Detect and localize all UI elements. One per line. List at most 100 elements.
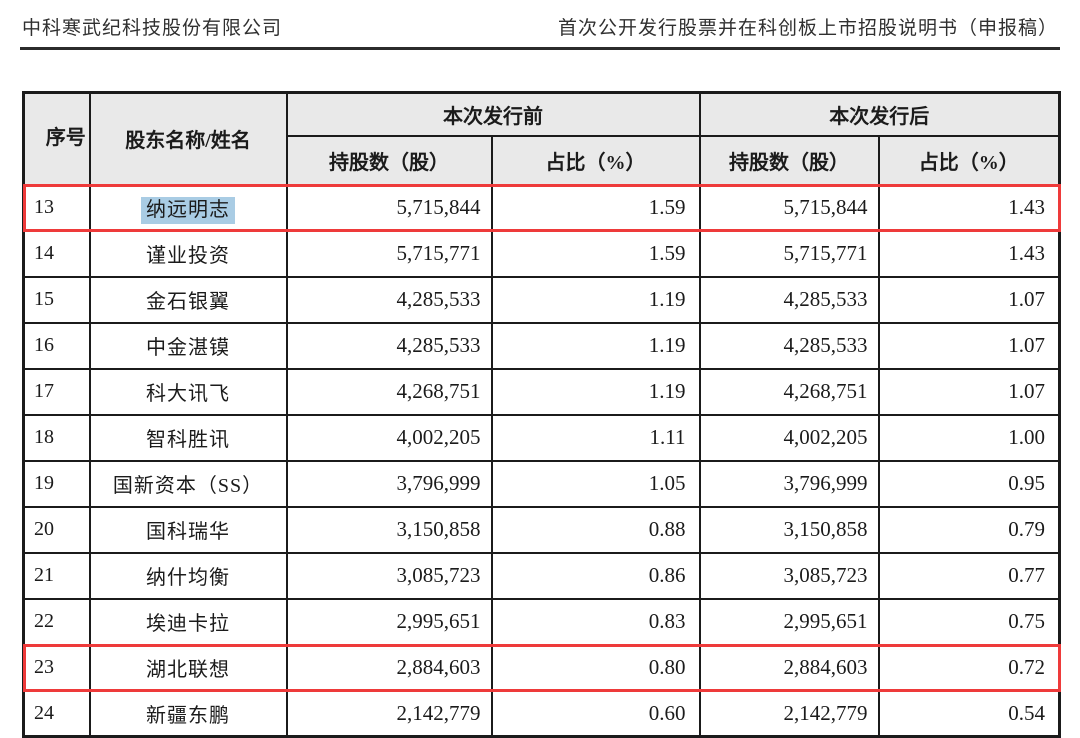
- table-row: 22 埃迪卡拉 2,995,651 0.83 2,995,651 0.75: [22, 597, 1061, 646]
- table-row: 14 谨业投资 5,715,771 1.59 5,715,771 1.43: [22, 229, 1061, 278]
- table-row: 23 湖北联想 2,884,603 0.80 2,884,603 0.72: [22, 643, 1061, 692]
- cell-index: 24: [22, 689, 91, 738]
- cell-after-ratio: 0.54: [877, 689, 1061, 738]
- cell-index: 21: [22, 551, 91, 600]
- cell-shareholder-name: 科大讯飞: [88, 367, 288, 416]
- cell-before-shares: 4,285,533: [285, 321, 493, 370]
- cell-shareholder-name: 谨业投资: [88, 229, 288, 278]
- cell-before-shares: 4,285,533: [285, 275, 493, 324]
- cell-after-shares: 3,085,723: [698, 551, 880, 600]
- cell-after-shares: 5,715,844: [698, 183, 880, 232]
- header-index-label: 序号: [45, 127, 86, 150]
- cell-before-ratio: 0.83: [490, 597, 701, 646]
- header-after-ratio: 占比（%）: [877, 134, 1061, 186]
- cell-after-ratio: 0.75: [877, 597, 1061, 646]
- cell-after-ratio: 1.07: [877, 367, 1061, 416]
- header-before-shares: 持股数（股）: [285, 134, 493, 186]
- header-after-shares: 持股数（股）: [698, 134, 880, 186]
- cell-shareholder-name: 埃迪卡拉: [88, 597, 288, 646]
- shareholder-table: 序号 股东名称/姓名 本次发行前 本次发行后 持股数（股） 占比（%） 持股数（…: [22, 91, 1061, 738]
- cell-shareholder-name: 金石银翼: [88, 275, 288, 324]
- cell-shareholder-name: 智科胜讯: [88, 413, 288, 462]
- document-title: 首次公开发行股票并在科创板上市招股说明书（申报稿）: [557, 18, 1058, 39]
- cell-before-shares: 2,884,603: [285, 643, 493, 692]
- cell-index: 13: [22, 183, 91, 232]
- header-group-row: 序号 股东名称/姓名 本次发行前 本次发行后: [22, 91, 1061, 186]
- cell-after-shares: 4,285,533: [698, 275, 880, 324]
- cell-index: 16: [22, 321, 91, 370]
- cell-before-shares: 3,150,858: [285, 505, 493, 554]
- cell-before-ratio: 1.11: [490, 413, 701, 462]
- company-name: 中科寒武纪科技股份有限公司: [22, 18, 283, 39]
- cell-index: 15: [22, 275, 91, 324]
- cell-before-ratio: 0.88: [490, 505, 701, 554]
- cell-before-ratio: 0.80: [490, 643, 701, 692]
- table-row: 17 科大讯飞 4,268,751 1.19 4,268,751 1.07: [22, 367, 1061, 416]
- table-row: 20 国科瑞华 3,150,858 0.88 3,150,858 0.79: [22, 505, 1061, 554]
- cell-after-ratio: 0.79: [877, 505, 1061, 554]
- cell-after-ratio: 0.77: [877, 551, 1061, 600]
- cell-after-ratio: 1.07: [877, 321, 1061, 370]
- cell-before-shares: 4,002,205: [285, 413, 493, 462]
- cell-after-ratio: 1.00: [877, 413, 1061, 462]
- document-header: 中科寒武纪科技股份有限公司 首次公开发行股票并在科创板上市招股说明书（申报稿）: [0, 0, 1080, 40]
- cell-shareholder-name: 纳远明志: [88, 183, 288, 232]
- cell-before-ratio: 1.19: [490, 367, 701, 416]
- cell-after-shares: 3,150,858: [698, 505, 880, 554]
- cell-after-shares: 4,285,533: [698, 321, 880, 370]
- cell-index: 17: [22, 367, 91, 416]
- header-sub-row: 持股数（股） 占比（%） 持股数（股） 占比（%）: [24, 134, 1061, 186]
- cell-before-ratio: 1.19: [490, 275, 701, 324]
- selected-text: 纳远明志: [141, 197, 235, 224]
- cell-before-ratio: 0.60: [490, 689, 701, 738]
- header-before-ratio: 占比（%）: [490, 134, 701, 186]
- cell-shareholder-name: 国新资本（SS）: [88, 459, 288, 508]
- cell-before-shares: 5,715,771: [285, 229, 493, 278]
- cell-before-ratio: 1.59: [490, 183, 701, 232]
- cell-before-shares: 2,995,651: [285, 597, 493, 646]
- cell-before-shares: 3,085,723: [285, 551, 493, 600]
- cell-before-shares: 3,796,999: [285, 459, 493, 508]
- cell-before-shares: 4,268,751: [285, 367, 493, 416]
- header-before-offering: 本次发行前: [285, 91, 701, 137]
- cell-index: 18: [22, 413, 91, 462]
- table-row: 18 智科胜讯 4,002,205 1.11 4,002,205 1.00: [22, 413, 1061, 462]
- cell-after-shares: 4,002,205: [698, 413, 880, 462]
- table-body: 13 纳远明志 5,715,844 1.59 5,715,844 1.43 14 谨业投资 5,…: [22, 183, 1061, 738]
- cell-index: 23: [22, 643, 91, 692]
- header-after-offering: 本次发行后: [698, 91, 1061, 137]
- table-row: 19 国新资本（SS） 3,796,999 1.05 3,796,999 0.95: [22, 459, 1061, 508]
- cell-index: 20: [22, 505, 91, 554]
- cell-after-shares: 5,715,771: [698, 229, 880, 278]
- cell-shareholder-name: 纳什均衡: [88, 551, 288, 600]
- cell-index: 19: [22, 459, 91, 508]
- header-index: 序号: [22, 91, 91, 186]
- cell-after-ratio: 0.95: [877, 459, 1061, 508]
- cell-after-ratio: 1.43: [877, 229, 1061, 278]
- table-row: 15 金石银翼 4,285,533 1.19 4,285,533 1.07: [22, 275, 1061, 324]
- cell-shareholder-name: 湖北联想: [88, 643, 288, 692]
- cell-after-shares: 2,884,603: [698, 643, 880, 692]
- table-header: 序号 股东名称/姓名 本次发行前 本次发行后 持股数（股） 占比（%） 持股数（…: [22, 91, 1061, 186]
- cell-before-shares: 2,142,779: [285, 689, 493, 738]
- cell-after-shares: 4,268,751: [698, 367, 880, 416]
- cell-before-ratio: 1.59: [490, 229, 701, 278]
- table-row: 13 纳远明志 5,715,844 1.59 5,715,844 1.43: [22, 183, 1061, 232]
- cell-after-ratio: 0.72: [877, 643, 1061, 692]
- cell-before-ratio: 1.05: [490, 459, 701, 508]
- cell-after-ratio: 1.07: [877, 275, 1061, 324]
- cell-shareholder-name: 国科瑞华: [88, 505, 288, 554]
- cell-after-shares: 2,142,779: [698, 689, 880, 738]
- cell-after-shares: 2,995,651: [698, 597, 880, 646]
- header-shareholder-name: 股东名称/姓名: [88, 91, 288, 186]
- table-row: 24 新疆东鹏 2,142,779 0.60 2,142,779 0.54: [22, 689, 1061, 738]
- cell-before-shares: 5,715,844: [285, 183, 493, 232]
- table-row: 16 中金湛镆 4,285,533 1.19 4,285,533 1.07: [22, 321, 1061, 370]
- table-row: 21 纳什均衡 3,085,723 0.86 3,085,723 0.77: [22, 551, 1061, 600]
- cell-index: 14: [22, 229, 91, 278]
- cell-index: 22: [22, 597, 91, 646]
- cell-after-ratio: 1.43: [877, 183, 1061, 232]
- cell-before-ratio: 0.86: [490, 551, 701, 600]
- header-divider: [20, 47, 1060, 50]
- cell-after-shares: 3,796,999: [698, 459, 880, 508]
